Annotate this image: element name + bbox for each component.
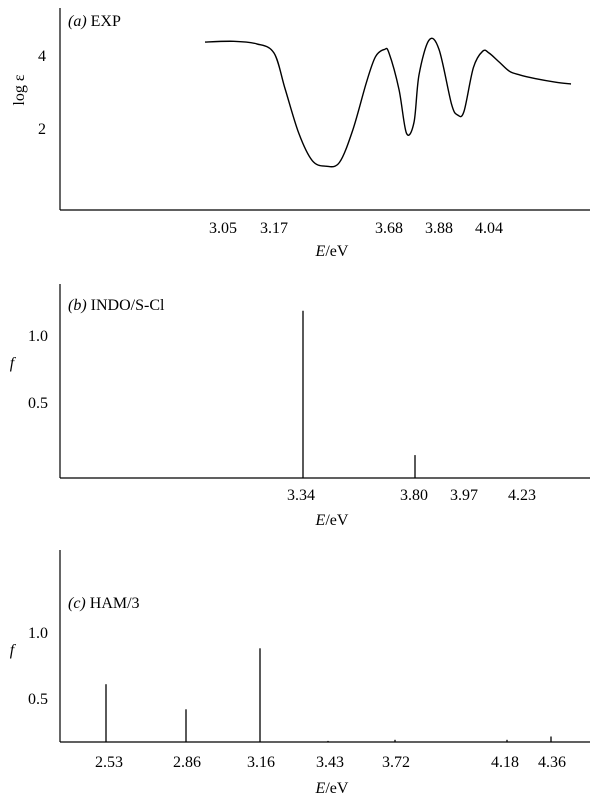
panel-a-exp-curve	[204, 37, 572, 168]
panel-c: (c) HAM/3 f 1.0 0.5 2.53 2.86 3.16 3.43 3…	[10, 550, 590, 797]
panel-b-xtick-3.80: 3.80	[400, 487, 428, 504]
panel-c-xtick-2.86: 2.86	[173, 754, 201, 771]
panel-a: (a) EXP log ε 4 2 3.05 3.17 3.68 3.88 4.0…	[11, 8, 590, 260]
panel-c-xlabel: E/eV	[315, 780, 349, 797]
panel-c-ytick-0.5: 0.5	[28, 691, 48, 708]
panel-c-xtick-3.43: 3.43	[316, 754, 344, 771]
panel-b-xtick-3.97: 3.97	[450, 487, 478, 504]
panel-c-ytick-1.0: 1.0	[28, 625, 48, 642]
panel-a-xtick-3.68: 3.68	[375, 220, 403, 237]
panel-a-ytick-4: 4	[38, 48, 46, 65]
panel-b-xtick-4.23: 4.23	[508, 487, 536, 504]
panel-b-ylabel: f	[10, 355, 17, 372]
panel-b-label: (b) INDO/S-Cl	[68, 297, 165, 314]
panel-a-xtick-3.88: 3.88	[425, 220, 453, 237]
panel-a-xlabel: E/eV	[315, 243, 349, 260]
panel-c-ylabel: f	[10, 642, 17, 659]
panel-a-label: (a) EXP	[68, 13, 121, 30]
panel-c-xtick-3.16: 3.16	[247, 754, 275, 771]
panel-a-ytick-2: 2	[38, 121, 46, 138]
panel-a-xtick-4.04: 4.04	[475, 220, 503, 237]
panel-b-ytick-0.5: 0.5	[28, 395, 48, 412]
panel-b-ytick-1.0: 1.0	[28, 328, 48, 345]
panel-a-ylabel: log ε	[11, 74, 28, 105]
panel-c-xtick-4.36: 4.36	[538, 754, 566, 771]
panel-b-xtick-3.34: 3.34	[287, 487, 315, 504]
panel-b-xlabel: E/eV	[315, 512, 349, 529]
panel-a-xtick-3.17: 3.17	[260, 220, 288, 237]
panel-b: (b) INDO/S-Cl f 1.0 0.5 3.34 3.80 3.97 4.…	[10, 284, 590, 529]
panel-c-label: (c) HAM/3	[68, 595, 140, 612]
panel-a-xtick-3.05: 3.05	[209, 220, 237, 237]
panel-c-xtick-4.18: 4.18	[491, 754, 519, 771]
panel-c-xtick-3.72: 3.72	[382, 754, 410, 771]
panel-c-xtick-2.53: 2.53	[95, 754, 123, 771]
